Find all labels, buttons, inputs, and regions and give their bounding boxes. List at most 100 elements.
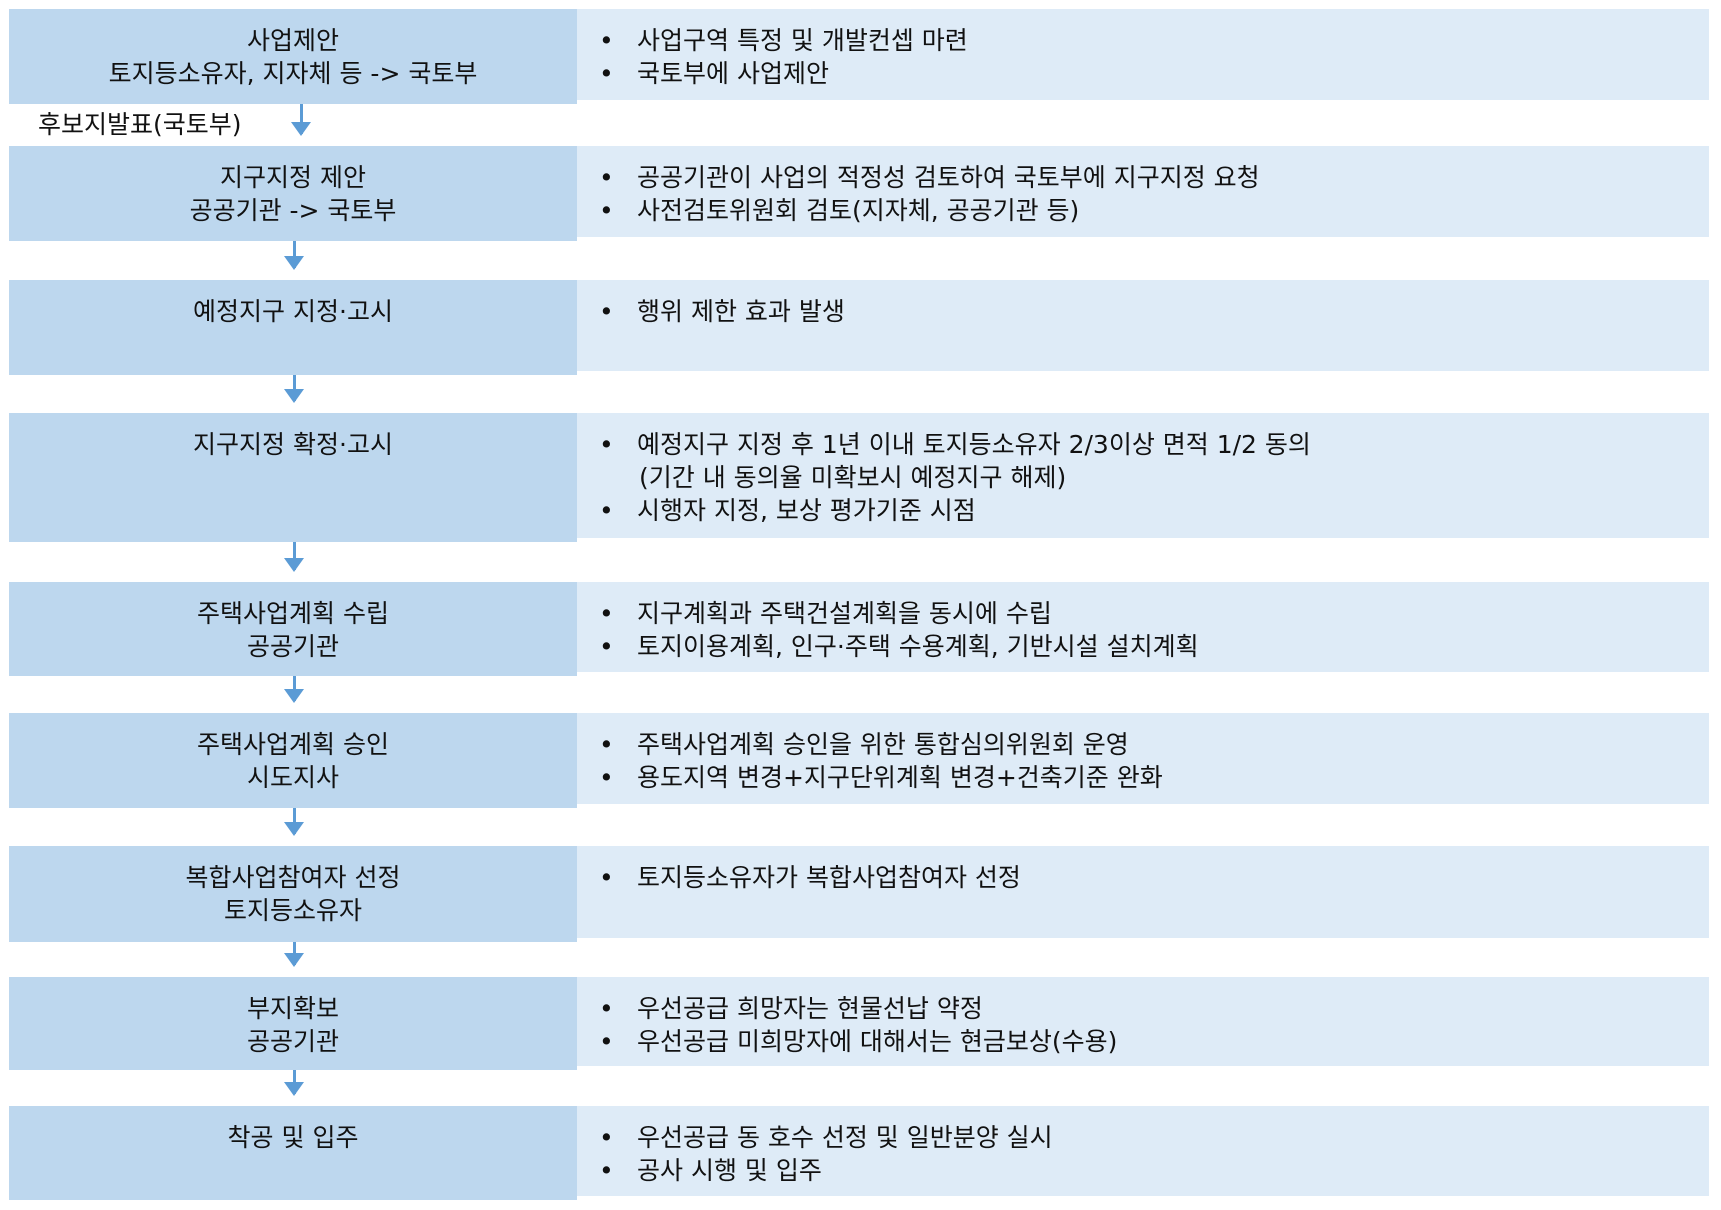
flow-arrow	[291, 104, 311, 136]
detail-item: • 국토부에 사업제안	[577, 57, 1709, 90]
step-title-line: 착공 및 입주	[227, 1123, 359, 1152]
step-title-line: 복합사업참여자 선정	[185, 863, 401, 892]
detail-item: • 공사 시행 및 입주	[577, 1154, 1709, 1187]
flow-arrow	[284, 375, 304, 403]
detail-continuation: (기간 내 동의율 미확보시 예정지구 해제)	[639, 463, 1067, 492]
flow-arrow	[284, 808, 304, 836]
step-title-line: 예정지구 지정·고시	[193, 297, 393, 326]
step-title-line: 주택사업계획 승인	[197, 730, 389, 759]
detail-text: 국토부에 사업제안	[637, 59, 829, 88]
flow-arrow	[284, 1070, 304, 1096]
detail-item: • 지구계획과 주택건설계획을 동시에 수립	[577, 597, 1709, 630]
detail-text: 용도지역 변경+지구단위계획 변경+건축기준 완화	[637, 763, 1163, 792]
detail-text: 우선공급 동 호수 선정 및 일반분양 실시	[637, 1123, 1053, 1152]
detail-text: 주택사업계획 승인을 위한 통합심의위원회 운영	[637, 730, 1129, 759]
flow-arrow	[284, 942, 304, 967]
flow-arrow	[284, 542, 304, 572]
step-details: • 예정지구 지정 후 1년 이내 토지등소유자 2/3이상 면적 1/2 동의 (…	[577, 413, 1709, 538]
step-title-line: 시도지사	[246, 763, 339, 792]
bullet-icon: •	[599, 26, 614, 55]
step-title-line: 공공기관 -> 국토부	[189, 196, 397, 225]
flow-arrow	[284, 241, 304, 270]
detail-item: • 사업구역 특정 및 개발컨셉 마련	[577, 24, 1709, 57]
bullet-icon: •	[599, 632, 614, 661]
edge-label: 후보지발표(국토부)	[38, 110, 242, 139]
detail-text: 지구계획과 주택건설계획을 동시에 수립	[637, 599, 1052, 628]
detail-item: • 우선공급 희망자는 현물선납 약정	[577, 992, 1709, 1025]
bullet-icon: •	[599, 730, 614, 759]
detail-text: 토지이용계획, 인구·주택 수용계획, 기반시설 설치계획	[637, 632, 1199, 661]
flow-step: 지구지정 확정·고시 • 예정지구 지정 후 1년 이내 토지등소유자 2/3이상 …	[0, 413, 1721, 542]
step-title-line: 지구지정 제안	[220, 163, 366, 192]
step-title-line: 공공기관	[246, 1027, 339, 1056]
step-details: • 행위 제한 효과 발생	[577, 280, 1709, 371]
flow-step: 착공 및 입주 • 우선공급 동 호수 선정 및 일반분양 실시 • 공사 시행 및 입…	[0, 1106, 1721, 1200]
step-details: • 지구계획과 주택건설계획을 동시에 수립 • 토지이용계획, 인구·주택 수용계획…	[577, 582, 1709, 672]
step-title-line: 주택사업계획 수립	[197, 599, 389, 628]
detail-item: • 예정지구 지정 후 1년 이내 토지등소유자 2/3이상 면적 1/2 동의	[577, 428, 1709, 461]
detail-text: 사업구역 특정 및 개발컨셉 마련	[637, 26, 968, 55]
bullet-icon: •	[599, 863, 614, 892]
flow-arrow	[284, 676, 304, 703]
step-box: 착공 및 입주	[9, 1106, 577, 1200]
detail-item: • 우선공급 미희망자에 대해서는 현금보상(수용)	[577, 1025, 1709, 1058]
detail-text: 공공기관이 사업의 적정성 검토하여 국토부에 지구지정 요청	[637, 163, 1260, 192]
detail-item: • 공공기관이 사업의 적정성 검토하여 국토부에 지구지정 요청	[577, 161, 1709, 194]
step-details: • 주택사업계획 승인을 위한 통합심의위원회 운영 • 용도지역 변경+지구단위계획…	[577, 713, 1709, 804]
detail-item: • 용도지역 변경+지구단위계획 변경+건축기준 완화	[577, 761, 1709, 794]
step-title-line: 공공기관	[246, 632, 339, 661]
step-details: • 사업구역 특정 및 개발컨셉 마련 • 국토부에 사업제안	[577, 9, 1709, 100]
step-box: 지구지정 확정·고시	[9, 413, 577, 542]
bullet-icon: •	[599, 1027, 614, 1056]
detail-item: • 사전검토위원회 검토(지자체, 공공기관 등)	[577, 194, 1709, 227]
detail-item: • 토지등소유자가 복합사업참여자 선정	[577, 861, 1709, 894]
detail-text: 예정지구 지정 후 1년 이내 토지등소유자 2/3이상 면적 1/2 동의	[637, 430, 1311, 459]
detail-text: 우선공급 희망자는 현물선납 약정	[637, 994, 983, 1023]
bullet-icon: •	[599, 163, 614, 192]
detail-item: • 행위 제한 효과 발생	[577, 295, 1709, 328]
detail-item: • 우선공급 동 호수 선정 및 일반분양 실시	[577, 1121, 1709, 1154]
bullet-icon: •	[599, 59, 614, 88]
step-title-line: 사업제안	[246, 26, 339, 55]
bullet-icon: •	[599, 1123, 614, 1152]
step-title-line: 토지등소유자	[223, 896, 362, 925]
bullet-icon: •	[599, 599, 614, 628]
detail-text: 행위 제한 효과 발생	[637, 297, 845, 326]
detail-item: • 주택사업계획 승인을 위한 통합심의위원회 운영	[577, 728, 1709, 761]
step-box: 예정지구 지정·고시	[9, 280, 577, 375]
bullet-icon: •	[599, 297, 614, 326]
bullet-icon: •	[599, 430, 614, 459]
bullet-icon: •	[599, 196, 614, 225]
bullet-icon: •	[599, 763, 614, 792]
detail-text: 사전검토위원회 검토(지자체, 공공기관 등)	[637, 196, 1080, 225]
step-details: • 토지등소유자가 복합사업참여자 선정	[577, 846, 1709, 938]
detail-item: • 시행자 지정, 보상 평가기준 시점	[577, 494, 1709, 527]
detail-text: 우선공급 미희망자에 대해서는 현금보상(수용)	[637, 1027, 1118, 1056]
step-details: • 우선공급 동 호수 선정 및 일반분양 실시 • 공사 시행 및 입주	[577, 1106, 1709, 1196]
flow-step: 예정지구 지정·고시 • 행위 제한 효과 발생	[0, 280, 1721, 375]
step-details: • 공공기관이 사업의 적정성 검토하여 국토부에 지구지정 요청 • 사전검토위원회…	[577, 146, 1709, 237]
step-details: • 우선공급 희망자는 현물선납 약정 • 우선공급 미희망자에 대해서는 현금보상(…	[577, 977, 1709, 1066]
detail-text: 공사 시행 및 입주	[637, 1156, 822, 1185]
bullet-icon: •	[599, 496, 614, 525]
step-title-line: 지구지정 확정·고시	[193, 430, 393, 459]
detail-item: • 토지이용계획, 인구·주택 수용계획, 기반시설 설치계획	[577, 630, 1709, 663]
bullet-icon: •	[599, 1156, 614, 1185]
detail-text: 시행자 지정, 보상 평가기준 시점	[637, 496, 976, 525]
detail-text: 토지등소유자가 복합사업참여자 선정	[637, 863, 1021, 892]
step-title-line: 토지등소유자, 지자체 등 -> 국토부	[108, 59, 478, 88]
step-title-line: 부지확보	[246, 994, 339, 1023]
bullet-icon: •	[599, 994, 614, 1023]
